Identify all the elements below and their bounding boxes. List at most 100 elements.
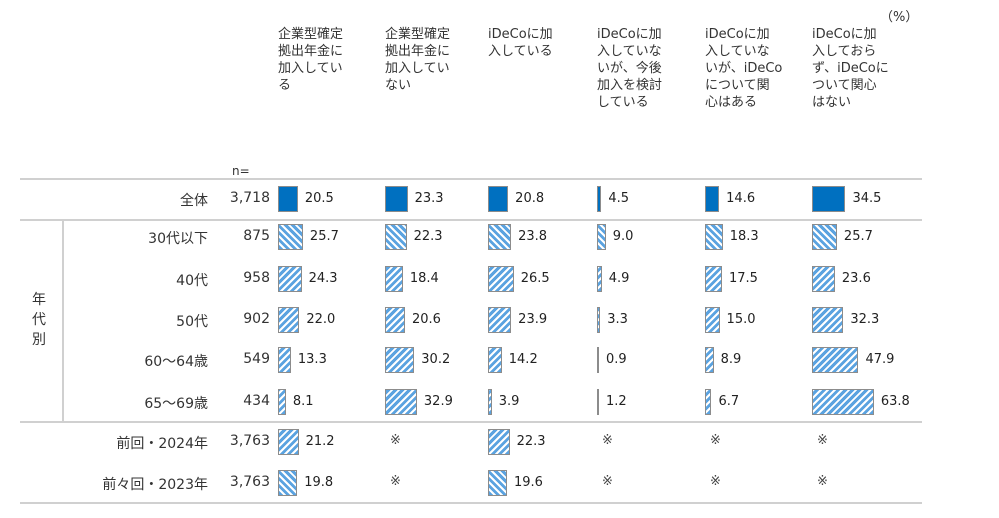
missing-mark: ※ bbox=[710, 474, 721, 489]
data-label: 26.5 bbox=[520, 271, 550, 286]
missing-mark: ※ bbox=[390, 474, 401, 489]
bar bbox=[812, 389, 874, 415]
bar bbox=[705, 347, 714, 373]
bar bbox=[278, 389, 286, 415]
data-label: 20.5 bbox=[304, 191, 334, 206]
bar bbox=[385, 307, 405, 333]
divider bbox=[20, 219, 922, 221]
bar bbox=[278, 429, 299, 455]
data-label: 32.3 bbox=[850, 312, 880, 327]
bar bbox=[488, 470, 507, 496]
data-label: 24.3 bbox=[308, 271, 338, 286]
bar bbox=[385, 347, 415, 373]
data-label: 3.9 bbox=[498, 394, 520, 409]
row-n: 958 bbox=[243, 270, 270, 286]
row-label: 40代 bbox=[176, 273, 208, 289]
data-label: 17.5 bbox=[728, 271, 758, 286]
column-header: iDeCoに加 入していな いが、iDeCo について関 心はある bbox=[705, 27, 783, 110]
bar bbox=[597, 307, 601, 333]
bar bbox=[705, 307, 720, 333]
missing-mark: ※ bbox=[602, 474, 613, 489]
bar bbox=[488, 429, 510, 455]
divider bbox=[20, 502, 922, 504]
divider bbox=[20, 421, 922, 423]
bar bbox=[812, 224, 837, 250]
data-label: 18.3 bbox=[729, 229, 759, 244]
data-label: 3.3 bbox=[607, 312, 628, 327]
row-n: 434 bbox=[243, 393, 270, 409]
missing-mark: ※ bbox=[602, 433, 613, 448]
data-label: 20.8 bbox=[515, 191, 545, 206]
data-label: 19.6 bbox=[514, 475, 543, 490]
column-header: iDeCoに加 入しておら ず、iDeCoに ついて関心 はない bbox=[812, 27, 889, 110]
row-n: 3,718 bbox=[229, 190, 270, 206]
row-label: 50代 bbox=[176, 314, 208, 330]
bar bbox=[278, 347, 291, 373]
row-label: 60～64歳 bbox=[144, 354, 208, 370]
bar bbox=[385, 266, 403, 292]
data-label: 20.6 bbox=[411, 312, 441, 327]
bar bbox=[597, 389, 599, 415]
data-label: 23.3 bbox=[414, 191, 444, 206]
data-label: 23.6 bbox=[841, 271, 871, 286]
group-label-age: 年 代 別 bbox=[32, 292, 46, 348]
data-label: 22.3 bbox=[516, 434, 546, 449]
data-label: 32.9 bbox=[423, 394, 453, 409]
column-header: iDeCoに加 入している bbox=[488, 27, 553, 59]
unit-label: （%） bbox=[880, 10, 919, 25]
missing-mark: ※ bbox=[710, 433, 721, 448]
row-n: 902 bbox=[243, 311, 270, 327]
bar bbox=[488, 389, 492, 415]
data-label: 30.2 bbox=[421, 352, 451, 367]
column-header: 企業型確定 拠出年金に 加入してい る bbox=[278, 27, 344, 93]
data-label: 4.5 bbox=[608, 191, 630, 206]
bar bbox=[812, 347, 859, 373]
bar bbox=[812, 307, 844, 333]
bar bbox=[488, 347, 502, 373]
data-label: 9.0 bbox=[612, 229, 634, 244]
data-label: 34.5 bbox=[852, 191, 882, 206]
bar bbox=[597, 186, 602, 212]
row-label: 30代以下 bbox=[148, 231, 208, 247]
data-label: 15.0 bbox=[726, 312, 756, 327]
missing-mark: ※ bbox=[817, 474, 828, 489]
data-label: 13.3 bbox=[297, 352, 327, 367]
data-label: 47.9 bbox=[865, 352, 895, 367]
bar bbox=[812, 266, 835, 292]
data-label: 14.2 bbox=[508, 352, 538, 367]
column-header: 企業型確定 拠出年金に 加入してい ない bbox=[385, 27, 451, 93]
bar bbox=[597, 347, 599, 373]
data-label: 21.2 bbox=[305, 434, 335, 449]
bar bbox=[705, 224, 723, 250]
row-n: 3,763 bbox=[229, 474, 270, 490]
bar bbox=[278, 186, 298, 212]
row-label: 全体 bbox=[180, 193, 208, 209]
row-n: 875 bbox=[243, 228, 270, 244]
data-label: 22.3 bbox=[413, 229, 443, 244]
row-n: 549 bbox=[243, 351, 270, 367]
data-label: 6.7 bbox=[718, 394, 740, 409]
missing-mark: ※ bbox=[390, 433, 401, 448]
data-label: 19.8 bbox=[304, 475, 334, 490]
bar bbox=[488, 307, 512, 333]
bar bbox=[278, 470, 298, 496]
data-label: 23.8 bbox=[518, 229, 548, 244]
data-label: 8.1 bbox=[292, 394, 314, 409]
divider bbox=[20, 178, 922, 180]
data-label: 22.0 bbox=[306, 312, 336, 327]
bar bbox=[385, 389, 417, 415]
data-label: 0.9 bbox=[606, 352, 627, 367]
bar bbox=[812, 186, 846, 212]
bar bbox=[488, 224, 512, 250]
group-divider bbox=[62, 220, 64, 421]
bar bbox=[705, 186, 720, 212]
bar bbox=[488, 266, 514, 292]
data-label: 23.9 bbox=[518, 312, 548, 327]
data-label: 8.9 bbox=[720, 352, 742, 367]
bar bbox=[597, 224, 606, 250]
column-header: iDeCoに加 入していな いが、今後 加入を検討 している bbox=[597, 27, 663, 110]
data-label: 4.9 bbox=[608, 271, 630, 286]
missing-mark: ※ bbox=[817, 433, 828, 448]
n-label: n= bbox=[232, 164, 250, 178]
bar bbox=[385, 224, 407, 250]
